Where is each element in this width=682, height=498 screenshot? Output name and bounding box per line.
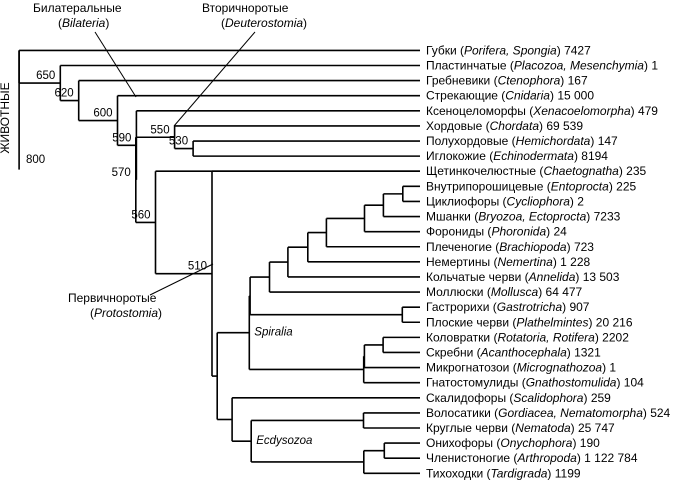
svg-text:550: 550 [150, 124, 169, 136]
svg-text:Волосатики (Gordiacea, Nematom: Волосатики (Gordiacea, Nematomorpha) 524 [426, 406, 671, 420]
svg-text:Пластинчатые (Placozoa, Mesenc: Пластинчатые (Placozoa, Mesenchymia) 1 [426, 59, 658, 73]
svg-text:Внутрипорошицевые (Entoprocta): Внутрипорошицевые (Entoprocta) 225 [426, 179, 637, 193]
svg-text:530: 530 [169, 136, 188, 148]
svg-text:800: 800 [26, 154, 45, 166]
svg-text:(Deuterostomia): (Deuterostomia) [221, 16, 307, 30]
svg-text:510: 510 [188, 261, 207, 273]
svg-text:Коловратки (Rotatoria, Rotifer: Коловратки (Rotatoria, Rotifera) 2202 [426, 330, 629, 344]
svg-text:Гастрорихи (Gastrotricha) 907: Гастрорихи (Gastrotricha) 907 [426, 300, 590, 314]
svg-text:620: 620 [55, 88, 74, 100]
svg-text:Ecdysozoa: Ecdysozoa [256, 435, 312, 447]
svg-text:Плоские черви (Plathelmintes): Плоские черви (Plathelmintes) 20 216 [426, 315, 633, 329]
svg-text:Микрогнатозои (Micrognathozoa): Микрогнатозои (Micrognathozoa) 1 [426, 361, 616, 375]
svg-text:Первичноротые: Первичноротые [68, 291, 157, 305]
svg-text:Циклиофоры (Cycliophora) 2: Циклиофоры (Cycliophora) 2 [426, 194, 584, 208]
svg-text:Гребневики (Ctenophora) 167: Гребневики (Ctenophora) 167 [426, 74, 588, 88]
svg-text:Членистоногие (Arthropoda) 1 1: Членистоногие (Arthropoda) 1 122 784 [426, 451, 638, 465]
svg-text:Иглокожие (Echinodermata) 8194: Иглокожие (Echinodermata) 8194 [426, 149, 608, 163]
svg-text:Тихоходки (Tardigrada) 1199: Тихоходки (Tardigrada) 1199 [426, 466, 581, 480]
svg-text:570: 570 [112, 167, 131, 179]
svg-text:650: 650 [36, 70, 55, 82]
svg-text:Хордовые (Chordata) 69 539: Хордовые (Chordata) 69 539 [426, 119, 583, 133]
svg-text:Ксеноцеломорфы (Xenacoelomorph: Ксеноцеломорфы (Xenacoelomorpha) 479 [426, 104, 658, 118]
svg-text:ЖИВОТНЫЕ: ЖИВОТНЫЕ [0, 82, 12, 153]
svg-text:600: 600 [93, 108, 112, 120]
svg-text:Мшанки (Bryozoa, Ectoprocta) 7: Мшанки (Bryozoa, Ectoprocta) 7233 [426, 210, 621, 224]
svg-text:Скалидофоры (Scalidophora) 259: Скалидофоры (Scalidophora) 259 [426, 391, 611, 405]
svg-text:560: 560 [131, 209, 150, 221]
svg-text:Немертины (Nemertina) 1 228: Немертины (Nemertina) 1 228 [426, 255, 591, 269]
svg-text:Стрекающие (Cnidaria) 15 000: Стрекающие (Cnidaria) 15 000 [426, 89, 594, 103]
svg-text:Скребни (Acanthocephala) 1321: Скребни (Acanthocephala) 1321 [426, 345, 601, 359]
svg-text:Круглые черви (Nematoda) 25 74: Круглые черви (Nematoda) 25 747 [426, 421, 615, 435]
svg-text:Spiralia: Spiralia [254, 327, 292, 339]
svg-text:Билатеральные: Билатеральные [33, 1, 122, 15]
svg-text:Губки (Porifera, Spongia) 7427: Губки (Porifera, Spongia) 7427 [426, 43, 591, 57]
svg-text:Вторичноротые: Вторичноротые [202, 1, 289, 15]
svg-text:590: 590 [112, 132, 131, 144]
svg-text:(Protostomia): (Protostomia) [90, 306, 162, 320]
svg-text:Плеченогие (Brachiopoda) 723: Плеченогие (Brachiopoda) 723 [426, 240, 594, 254]
svg-text:Щетинкочелюстные (Chaetognatha: Щетинкочелюстные (Chaetognatha) 235 [426, 164, 647, 178]
svg-text:Гнатостомулиды (Gnathostomulid: Гнатостомулиды (Gnathostomulida) 104 [426, 376, 644, 390]
svg-text:Онихофоры (Onychophora) 190: Онихофоры (Onychophora) 190 [426, 436, 600, 450]
svg-text:Моллюски (Mollusca) 64 477: Моллюски (Mollusca) 64 477 [426, 285, 583, 299]
svg-text:Форониды (Phoronida) 24: Форониды (Phoronida) 24 [426, 225, 567, 239]
svg-text:Кольчатые черви (Annelida) 13: Кольчатые черви (Annelida) 13 503 [426, 270, 620, 284]
svg-text:(Bilateria): (Bilateria) [58, 16, 109, 30]
svg-text:Полухордовые (Hemichordata) 14: Полухордовые (Hemichordata) 147 [426, 134, 618, 148]
